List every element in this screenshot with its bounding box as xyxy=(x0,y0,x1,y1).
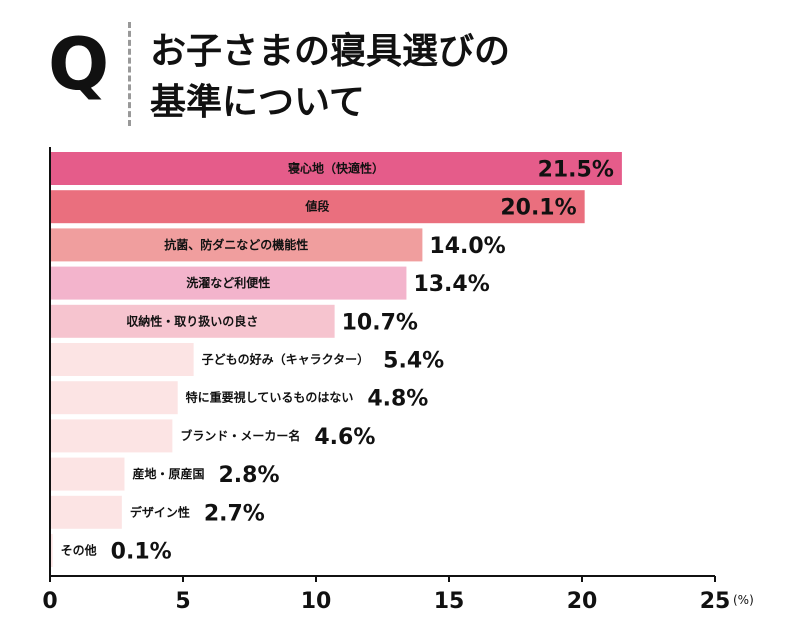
bar xyxy=(50,266,407,300)
value-label: 5.4% xyxy=(383,349,444,374)
q-mark: Q xyxy=(48,22,110,106)
x-tick-label: 5 xyxy=(175,589,190,614)
value-label: 13.4% xyxy=(413,272,489,297)
dashed-divider xyxy=(128,22,131,126)
value-label: 2.7% xyxy=(204,501,265,526)
value-label: 14.0% xyxy=(429,234,505,259)
x-tick-label: 0 xyxy=(42,589,57,614)
value-label: 4.6% xyxy=(314,425,375,450)
bar xyxy=(50,534,53,567)
category-label: 寝心地（快適性） xyxy=(288,161,384,176)
unit-label: (%) xyxy=(733,593,754,607)
category-label: 値段 xyxy=(304,199,330,214)
category-label: 子どもの好み（キャラクター） xyxy=(202,352,370,367)
x-tick-label: 10 xyxy=(301,589,332,614)
chart-title-line-1: お子さまの寝具選びの xyxy=(150,31,511,72)
category-label: 収納性・取り扱いの良さ xyxy=(126,313,258,328)
bar xyxy=(50,228,423,262)
value-label: 4.8% xyxy=(367,387,428,412)
value-label: 21.5% xyxy=(538,158,614,183)
bar xyxy=(50,381,178,415)
chart-title-line-2: 基準について xyxy=(150,82,365,123)
category-label: 洗濯など利便性 xyxy=(186,275,270,290)
x-tick-label: 25 xyxy=(700,589,731,614)
value-label: 20.1% xyxy=(500,196,576,221)
bar xyxy=(50,304,335,338)
category-label: 抗菌、防ダニなどの機能性 xyxy=(164,237,308,252)
question-header: Q お子さまの寝具選びの 基準について xyxy=(0,0,805,140)
category-label: 産地・原産国 xyxy=(132,466,204,481)
value-label: 10.7% xyxy=(342,310,418,335)
value-label: 2.8% xyxy=(218,463,279,488)
category-label: 特に重要視しているものはない xyxy=(186,390,354,405)
bar xyxy=(50,419,173,453)
x-tick-label: 15 xyxy=(434,589,465,614)
bar xyxy=(50,190,585,224)
bar xyxy=(50,343,194,376)
x-tick-label: 20 xyxy=(567,589,598,614)
bar xyxy=(50,457,125,491)
category-label: デザイン性 xyxy=(130,504,190,519)
value-label: 0.1% xyxy=(111,540,172,565)
bar xyxy=(50,495,122,529)
bar xyxy=(50,152,622,185)
category-label: ブランド・メーカー名 xyxy=(180,428,300,443)
category-label: その他 xyxy=(61,543,97,558)
